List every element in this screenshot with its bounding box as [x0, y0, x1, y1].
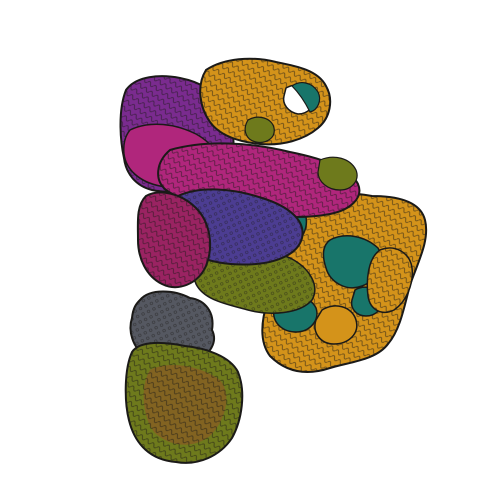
brown-olive-globule	[124, 341, 244, 464]
gold-helical-arm	[314, 247, 414, 345]
magenta-lower-lobe	[136, 191, 212, 289]
olive-accents	[244, 116, 358, 191]
gold-top-domain	[199, 57, 332, 146]
